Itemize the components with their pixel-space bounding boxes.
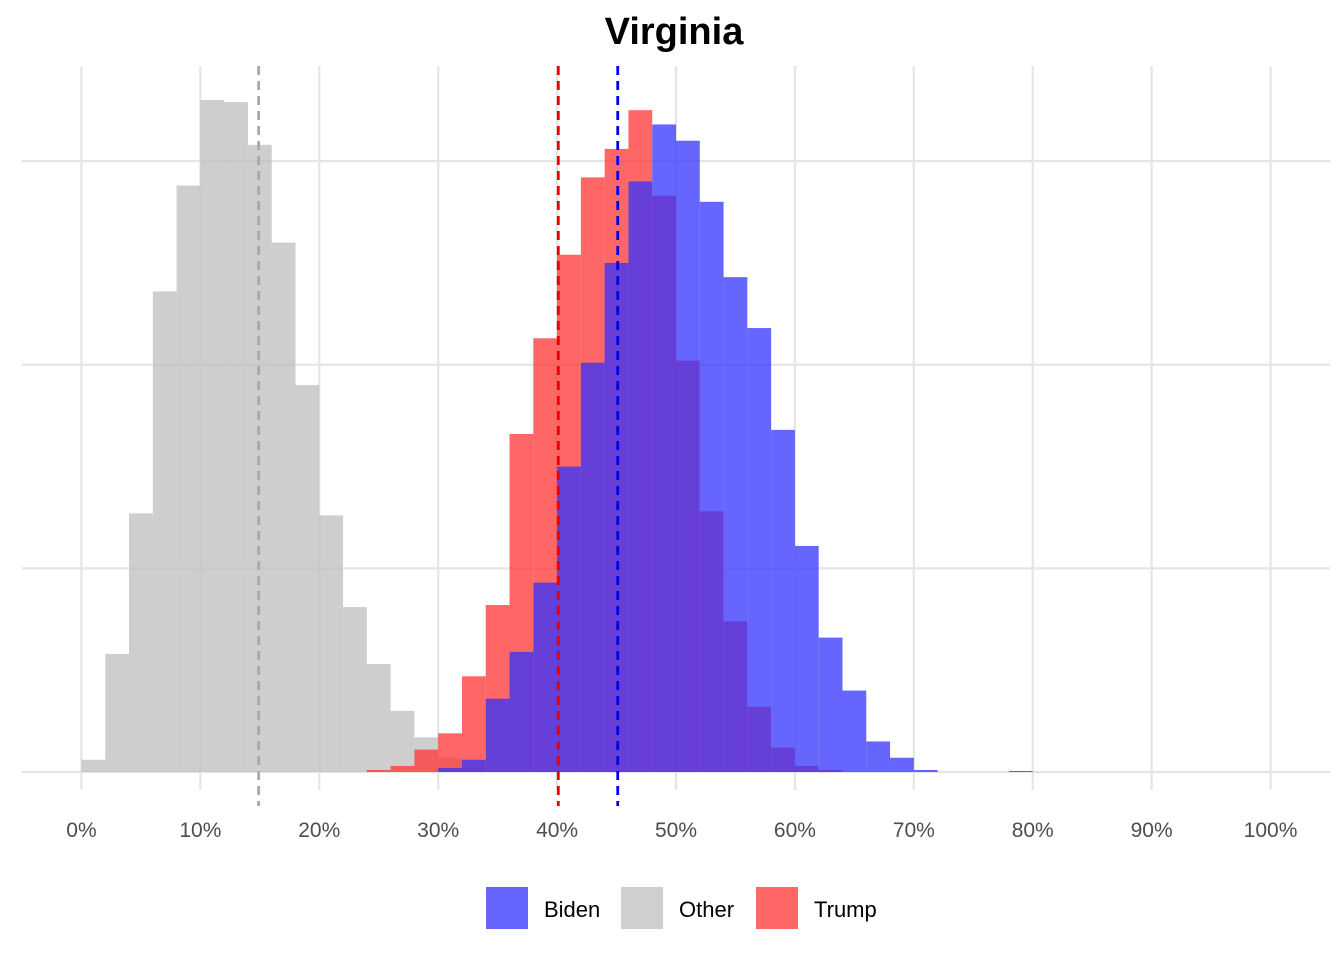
bar-other-4 bbox=[176, 185, 201, 772]
bar-biden-24 bbox=[652, 124, 676, 773]
bar-other-1 bbox=[105, 653, 130, 772]
x-tick-label-6: 60% bbox=[774, 819, 816, 842]
bars-layer bbox=[81, 100, 1033, 773]
legend-key-biden bbox=[486, 887, 528, 929]
x-tick-label-7: 70% bbox=[893, 819, 935, 842]
bar-trump-15 bbox=[438, 733, 462, 772]
legend: Biden Other Trump bbox=[486, 887, 877, 929]
x-tick-label-8: 80% bbox=[1012, 819, 1054, 842]
x-axis-tick-labels: 0% 10% 20% 30% 40% 50% 60% 70% 80% 90% 100% bbox=[66, 819, 1297, 842]
bar-biden-17 bbox=[485, 698, 510, 772]
bar-biden-23 bbox=[628, 181, 653, 773]
x-tick-label-2: 20% bbox=[298, 819, 340, 842]
bar-other-13 bbox=[390, 710, 415, 772]
bar-other-8 bbox=[271, 242, 296, 772]
series-other bbox=[81, 100, 486, 773]
bar-biden-19 bbox=[533, 582, 558, 772]
bar-biden-30 bbox=[794, 545, 819, 772]
bar-other-5 bbox=[200, 100, 225, 772]
bar-biden-33 bbox=[866, 741, 891, 772]
x-tick-label-3: 30% bbox=[417, 819, 459, 842]
bar-biden-32 bbox=[842, 690, 867, 772]
bar-other-9 bbox=[295, 385, 320, 772]
bar-other-6 bbox=[224, 102, 248, 772]
bar-trump-16 bbox=[461, 676, 486, 772]
bar-biden-39 bbox=[1008, 770, 1033, 772]
mean-lines-layer bbox=[257, 66, 620, 806]
x-tick-label-0: 0% bbox=[66, 819, 96, 842]
bar-other-2 bbox=[129, 513, 153, 772]
bar-biden-31 bbox=[818, 637, 843, 772]
bar-biden-29 bbox=[771, 429, 795, 772]
bar-other-11 bbox=[343, 607, 367, 772]
bar-biden-16 bbox=[461, 759, 486, 772]
bar-trump-12 bbox=[366, 769, 391, 772]
legend-label-other: Other bbox=[679, 897, 734, 922]
bar-biden-21 bbox=[580, 362, 605, 772]
bar-biden-28 bbox=[747, 328, 772, 772]
bar-biden-27 bbox=[723, 277, 748, 772]
chart-title: Virginia bbox=[605, 11, 745, 53]
x-tick-label-4: 40% bbox=[536, 819, 578, 842]
bar-trump-14 bbox=[414, 749, 439, 772]
x-tick-label-9: 90% bbox=[1131, 819, 1173, 842]
legend-key-trump bbox=[756, 887, 798, 929]
x-tick-label-10: 100% bbox=[1244, 819, 1298, 842]
bar-biden-15 bbox=[438, 767, 462, 772]
bar-other-0 bbox=[81, 759, 106, 772]
x-tick-label-5: 50% bbox=[655, 819, 697, 842]
bar-other-12 bbox=[366, 664, 391, 772]
x-tick-label-1: 10% bbox=[179, 819, 221, 842]
legend-label-biden: Biden bbox=[544, 897, 600, 922]
legend-key-other bbox=[621, 887, 663, 929]
bar-other-3 bbox=[152, 291, 177, 772]
bar-trump-13 bbox=[390, 765, 415, 772]
bar-biden-18 bbox=[509, 651, 534, 772]
series-biden bbox=[438, 124, 1033, 773]
bar-biden-26 bbox=[699, 201, 724, 772]
bar-other-10 bbox=[319, 515, 344, 772]
bar-biden-34 bbox=[890, 757, 914, 772]
bar-biden-35 bbox=[913, 769, 938, 772]
legend-label-trump: Trump bbox=[814, 897, 877, 922]
bar-biden-20 bbox=[557, 466, 581, 772]
bar-biden-25 bbox=[676, 140, 700, 772]
